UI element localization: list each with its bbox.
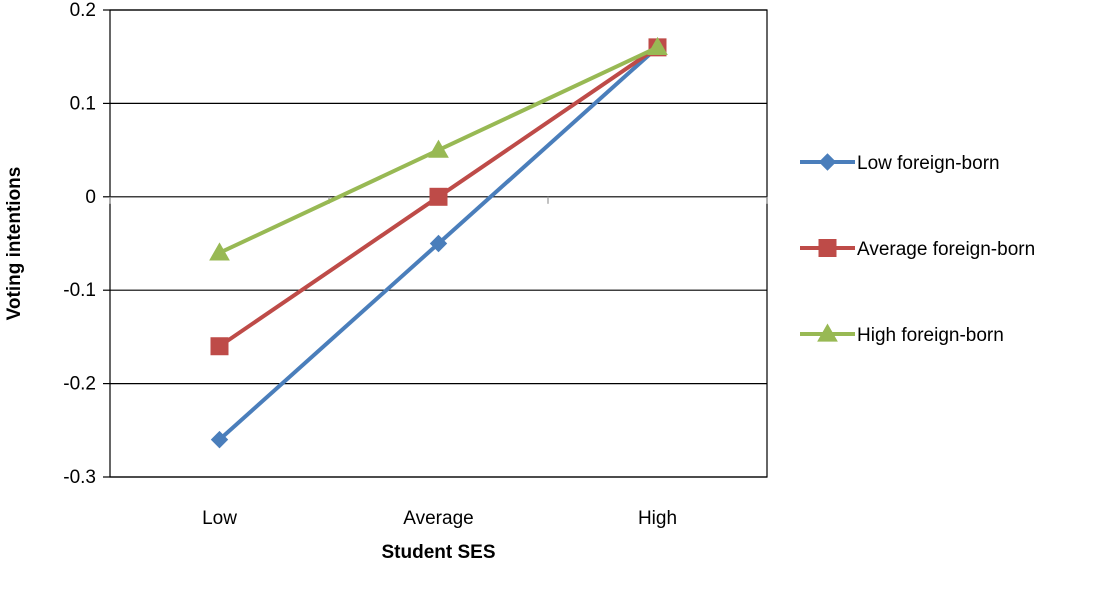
data-point [209,242,230,261]
legend-marker [818,239,837,257]
data-point [210,430,229,449]
y-tick-label: -0.1 [63,280,96,301]
series-3 [209,36,668,261]
legend-marker [818,153,837,171]
legend-marker [817,323,838,342]
series-1 [210,38,667,449]
y-tick-label: -0.3 [63,467,96,488]
x-tick-label: High [638,508,677,529]
x-tick-label: Low [202,508,237,529]
x-axis-title: Student SES [381,542,495,563]
legend-item: Low foreign-born [800,153,1000,174]
data-point [429,187,448,206]
data-point [428,139,449,158]
plot-area [109,9,768,478]
y-tick-label: 0.2 [70,0,96,21]
y-axis: 0.2 0.1 0 -0.1 -0.2 -0.3 [63,0,110,488]
data-point [647,36,668,55]
data-point [210,337,229,356]
legend-label: Low foreign-born [857,153,1000,174]
y-tick-label: 0 [85,187,96,208]
legend-item: Average foreign-born [800,239,1035,260]
legend: Low foreign-born Average foreign-born High… [800,153,1035,346]
x-axis: Low Average High [109,196,768,529]
legend-item: High foreign-born [800,323,1004,346]
series-layer [209,36,668,449]
x-tick-label: Average [403,508,473,529]
legend-label: High foreign-born [857,325,1004,346]
y-tick-label: -0.2 [63,374,96,395]
data-point [429,234,448,253]
legend-label: Average foreign-born [857,239,1035,260]
y-tick-label: 0.1 [70,93,96,114]
y-axis-title: Voting intentions [4,167,25,321]
series-2 [210,38,667,356]
